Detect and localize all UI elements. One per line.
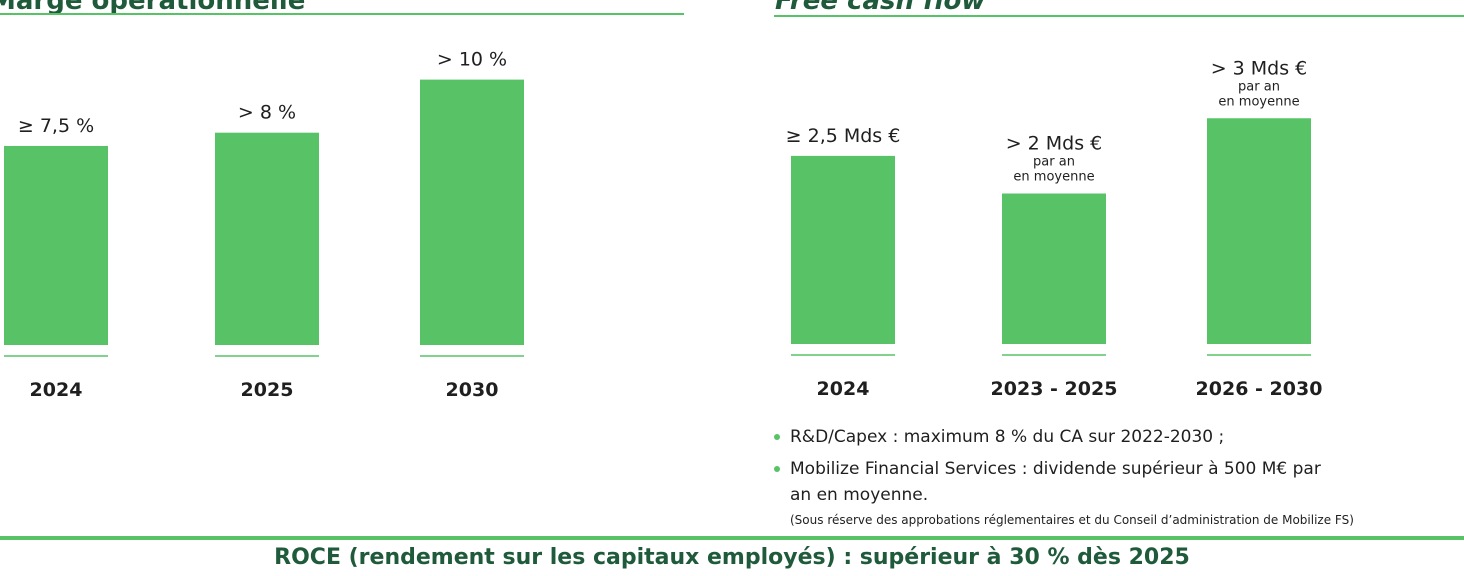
margin-chart: ≥ 7,5 % 2024 > 8 % 2025 > 10 % 2030: [4, 49, 524, 401]
value-sublabel: en moyenne: [1013, 170, 1094, 185]
regulatory-note: (Sous réserve des approbations réglement…: [790, 513, 1354, 527]
category-label: 2026 - 2030: [1196, 378, 1323, 400]
footer-rule: [0, 536, 1464, 540]
left-title-rule: [0, 13, 684, 15]
value-sublabel: en moyenne: [1218, 94, 1299, 109]
bar-2023-2025: [1002, 193, 1106, 344]
value-sublabel: par an: [1238, 79, 1280, 94]
right-title-rule: [774, 15, 1464, 17]
value-label: > 8 %: [238, 102, 296, 124]
bullet-text: Mobilize Financial Services : dividende …: [790, 459, 1321, 505]
category-label: 2025: [241, 379, 294, 401]
bar-2024: [4, 145, 108, 345]
category-label: 2023 - 2025: [991, 378, 1118, 400]
bullet-item-mobilize: Mobilize Financial Services : dividende …: [774, 456, 1330, 508]
right-chart-title: Free cash flow: [775, 0, 986, 16]
bullet-text: R&D/Capex : maximum 8 % du CA sur 2022-2…: [790, 427, 1225, 447]
value-label: > 3 Mds €: [1211, 57, 1308, 79]
roce-footer: ROCE (rendement sur les capitaux employé…: [274, 545, 1190, 570]
bar-2030: [420, 79, 524, 345]
bar-2026-2030: [1207, 118, 1311, 344]
category-label: 2030: [446, 379, 499, 401]
bullet-dot-icon: [774, 434, 780, 440]
category-label: 2024: [817, 378, 870, 400]
value-label: > 2 Mds €: [1006, 133, 1103, 155]
value-label: ≥ 7,5 %: [18, 115, 94, 137]
value-sublabel: par an: [1033, 155, 1075, 170]
left-chart-title: Marge opérationnelle: [0, 0, 306, 16]
bullet-dot-icon: [774, 466, 780, 472]
bar-2025: [215, 132, 319, 345]
value-label: ≥ 2,5 Mds €: [786, 125, 901, 147]
bar-2024: [791, 155, 895, 344]
bullet-list: R&D/Capex : maximum 8 % du CA sur 2022-2…: [774, 424, 1464, 514]
category-label: 2024: [30, 379, 83, 401]
value-label: > 10 %: [437, 49, 507, 71]
bullet-item-capex: R&D/Capex : maximum 8 % du CA sur 2022-2…: [774, 424, 1464, 450]
